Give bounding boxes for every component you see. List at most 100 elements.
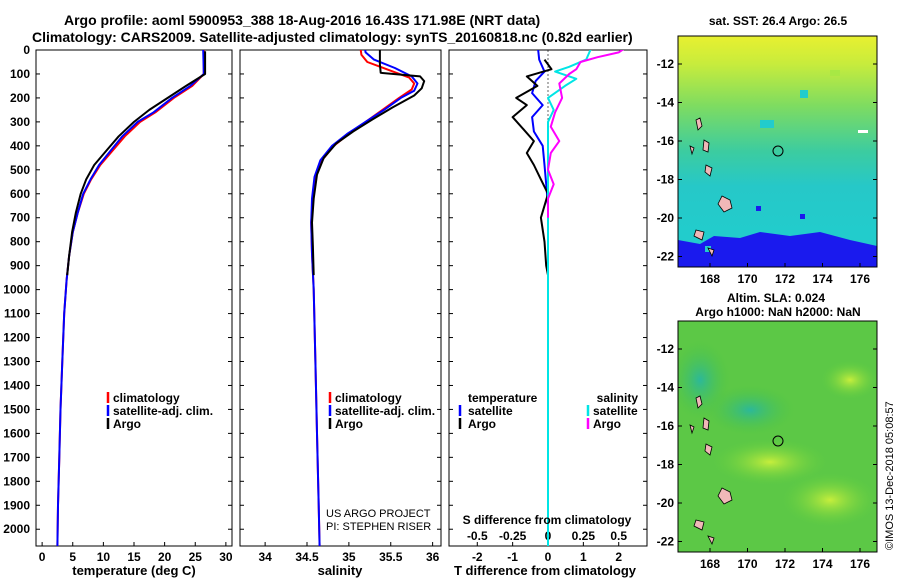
- series-line-t-argo: [511, 59, 553, 276]
- series-line-argo: [311, 50, 426, 276]
- x-tick-label: 0: [545, 550, 552, 564]
- s-diff-tick-label: -0.5: [467, 529, 488, 543]
- lat-label: -12: [657, 342, 675, 356]
- depth-tick-label: 1100: [4, 307, 30, 321]
- plot-axes: 0100200300400500600700800900100011001200…: [3, 43, 647, 564]
- series-line-s-argo: [547, 50, 625, 218]
- panel-curves: [310, 50, 426, 546]
- x-tick-label: 1: [580, 550, 587, 564]
- x-tick-label: 35.5: [379, 550, 403, 564]
- legend-label-t-argo: Argo: [468, 417, 496, 431]
- x-tick-label: 35: [342, 550, 356, 564]
- legend-title-salinity: salinity: [597, 391, 639, 405]
- depth-tick-label: 0: [23, 43, 30, 57]
- depth-tick-label: 1300: [3, 354, 30, 368]
- x-tick-label: 10: [97, 550, 111, 564]
- pi-credit: PI: STEPHEN RISER: [326, 521, 431, 533]
- sla-map-title: Altim. SLA: 0.024: [727, 291, 825, 305]
- s-diff-tick-label: 0.25: [572, 529, 596, 543]
- plot-curves: [56, 50, 625, 546]
- lat-label: -14: [657, 96, 675, 110]
- panel-curves: [56, 50, 207, 546]
- figure-title-line2: Climatology: CARS2009. Satellite-adjuste…: [32, 29, 633, 45]
- x-tick-label: 34.5: [295, 550, 319, 564]
- depth-tick-label: 2000: [3, 522, 30, 536]
- lon-label: 174: [812, 272, 832, 286]
- x-tick-label: 0: [39, 550, 46, 564]
- sla-map-ticks: -12 -14 -16 -18 -20 -22 168 170 172 174 176: [657, 342, 877, 571]
- lon-label: 176: [850, 557, 870, 571]
- depth-tick-label: 600: [10, 187, 30, 201]
- lat-label: -18: [657, 458, 675, 472]
- salinity-legend: climatology satellite-adj. clim. Argo: [328, 391, 435, 431]
- lon-label: 172: [775, 272, 795, 286]
- sla-map-subtitle: Argo h1000: NaN h2000: NaN: [695, 305, 860, 319]
- depth-tick-label: 200: [10, 91, 30, 105]
- legend-label-argo: Argo: [113, 417, 141, 431]
- lat-label: -14: [657, 381, 675, 395]
- x-tick-label: -1: [507, 550, 518, 564]
- legend-label-climatology: climatology: [335, 391, 402, 405]
- sst-map-frame: [677, 35, 878, 268]
- series-line-argo: [66, 51, 207, 276]
- s-diff-tick-label: -0.25: [499, 529, 527, 543]
- x-tick-label: 25: [189, 550, 203, 564]
- depth-tick-label: 900: [10, 259, 30, 273]
- legend-label-argo: Argo: [335, 417, 363, 431]
- salinity-axis-label: salinity: [318, 563, 364, 578]
- difference-legend: temperature satellite Argo salinity sate…: [458, 391, 639, 431]
- lon-label: 170: [737, 272, 757, 286]
- x-tick-label: 30: [219, 550, 233, 564]
- legend-label-climatology: climatology: [113, 391, 180, 405]
- depth-tick-label: 1200: [3, 331, 30, 345]
- legend-title-temperature: temperature: [468, 391, 538, 405]
- s-difference-axis-label: S difference from climatology: [463, 513, 632, 527]
- panel-curves: [511, 50, 625, 546]
- x-tick-label: 36: [426, 550, 440, 564]
- sst-map-ticks: -12 -14 -16 -18 -20 -22 168 170 172 174 176: [657, 57, 877, 286]
- lon-label: 176: [850, 272, 870, 286]
- lon-label: 168: [700, 557, 720, 571]
- sla-map-frame: [677, 320, 878, 553]
- series-line-satellite-adj-clim-: [56, 50, 205, 546]
- depth-tick-label: 100: [10, 67, 30, 81]
- depth-tick-label: 300: [10, 115, 30, 129]
- temperature-axis-label: temperature (deg C): [72, 563, 196, 578]
- x-tick-label: 5: [69, 550, 76, 564]
- lat-label: -12: [657, 57, 675, 71]
- lat-label: -20: [657, 496, 675, 510]
- lon-label: 170: [737, 557, 757, 571]
- depth-tick-label: 1900: [3, 498, 30, 512]
- lon-label: 172: [775, 557, 795, 571]
- sla-map: [678, 321, 877, 552]
- x-tick-label: -2: [472, 550, 483, 564]
- x-tick-label: 34: [258, 550, 272, 564]
- x-tick-label: 2: [615, 550, 622, 564]
- project-credit: US ARGO PROJECT: [326, 508, 431, 520]
- depth-tick-label: 1700: [3, 450, 30, 464]
- lat-label: -16: [657, 134, 675, 148]
- lat-label: -22: [657, 250, 675, 264]
- imos-credit: ©IMOS 13-Dec-2018 05:08:57: [884, 401, 896, 550]
- legend-label-satellite: satellite-adj. clim.: [335, 404, 435, 418]
- depth-tick-label: 1500: [3, 402, 30, 416]
- legend-label-satellite: satellite-adj. clim.: [113, 404, 213, 418]
- lat-label: -16: [657, 419, 675, 433]
- s-diff-tick-label: 0.5: [610, 529, 627, 543]
- depth-tick-label: 1800: [3, 474, 30, 488]
- depth-tick-label: 1400: [3, 378, 30, 392]
- figure-title-line1: Argo profile: aoml 5900953_388 18-Aug-20…: [64, 12, 540, 28]
- legend-label-s-argo: Argo: [593, 417, 621, 431]
- lat-label: -22: [657, 535, 675, 549]
- legend-label-s-satellite: satellite: [593, 404, 638, 418]
- lat-label: -20: [657, 211, 675, 225]
- depth-tick-label: 700: [10, 211, 30, 225]
- temperature-plot-frame: [35, 49, 233, 547]
- lat-label: -18: [657, 173, 675, 187]
- depth-tick-label: 500: [10, 163, 30, 177]
- x-tick-label: 15: [127, 550, 141, 564]
- depth-tick-label: 1000: [3, 283, 30, 297]
- x-tick-label: 20: [158, 550, 172, 564]
- salinity-plot-frame: [239, 49, 442, 547]
